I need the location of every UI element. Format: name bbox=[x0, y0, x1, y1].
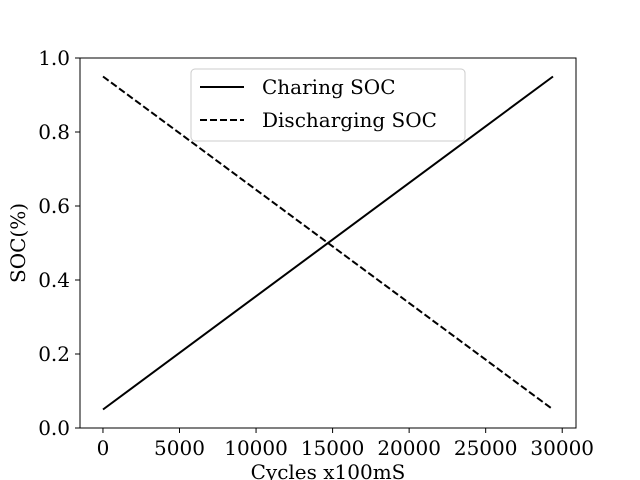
legend-label-discharging-soc: Discharging SOC bbox=[262, 108, 437, 132]
series-line-discharging-soc bbox=[102, 75, 554, 411]
y-tick-label: 0.0 bbox=[38, 416, 70, 440]
plot-area-frame bbox=[79, 57, 577, 429]
y-tick-label: 0.6 bbox=[38, 194, 70, 218]
x-axis-label: Cycles x100mS bbox=[251, 460, 406, 480]
y-axis-label: SOC(%) bbox=[6, 203, 30, 283]
series-line-charing-soc bbox=[102, 75, 554, 411]
x-tick-label: 30000 bbox=[530, 436, 594, 460]
x-tick-label: 15000 bbox=[301, 436, 365, 460]
legend-label-charing-soc: Charing SOC bbox=[262, 75, 396, 99]
legend: Charing SOC Discharging SOC bbox=[190, 68, 466, 142]
y-tick-label: 0.4 bbox=[38, 268, 70, 292]
y-tick-label: 0.2 bbox=[38, 342, 70, 366]
x-tick-label: 25000 bbox=[454, 436, 518, 460]
x-tick-label: 0 bbox=[97, 436, 110, 460]
x-tick-label: 5000 bbox=[154, 436, 205, 460]
y-tick-label: 1.0 bbox=[38, 46, 70, 70]
x-tick-label: 20000 bbox=[377, 436, 441, 460]
x-tick-label: 10000 bbox=[224, 436, 288, 460]
y-tick-label: 0.8 bbox=[38, 120, 70, 144]
legend-box bbox=[190, 68, 466, 142]
